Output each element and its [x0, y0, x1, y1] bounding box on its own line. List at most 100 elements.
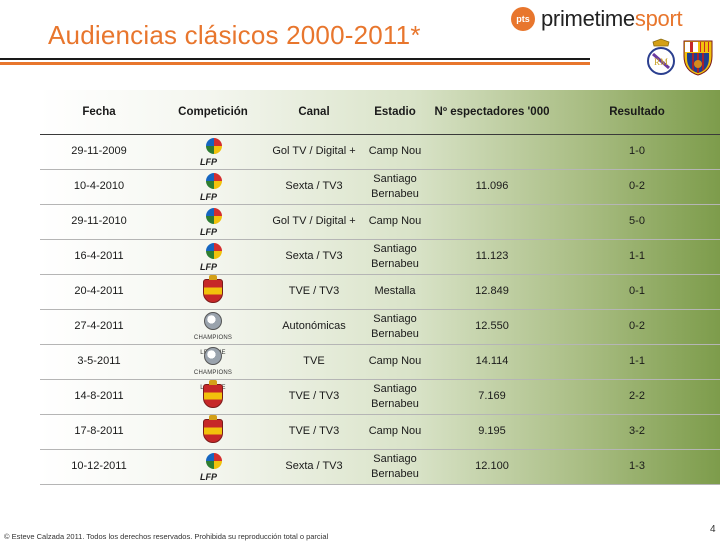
lfp-ball-icon — [206, 242, 222, 259]
table-row: 3-5-2011 CHAMPIONS LEAGUE TVE Camp Nou 14.11… — [40, 344, 720, 391]
cell-canal: Sexta / TV3 — [285, 180, 343, 192]
cell-estadio: Santiago Bernabeu — [371, 382, 419, 410]
cell-fecha: 17-8-2011 — [74, 425, 124, 437]
cell-canal: Gol TV / Digital + — [272, 145, 356, 157]
table-row: 17-8-2011 TVE / TV3 Camp Nou 9.195 3-2 — [40, 414, 720, 449]
rfef-crown-icon — [209, 274, 217, 280]
cell-resultado: 0-2 — [629, 320, 645, 332]
champions-league-logo-icon: CHAMPIONS LEAGUE — [190, 311, 236, 356]
cell-fecha: 10-4-2010 — [73, 180, 125, 192]
cell-estadio: Camp Nou — [368, 425, 422, 437]
slide-header: Audiencias clásicos 2000-2011* pts prime… — [0, 0, 728, 76]
rfef-logo-icon — [199, 379, 227, 412]
real-madrid-crest: RM — [647, 38, 675, 75]
starball-icon — [204, 311, 222, 330]
table-row: 29-11-2009 LFP Gol TV / Digital + Camp Nou 1… — [40, 134, 720, 169]
table-row: 10-12-2011 LFP Sexta / TV3 Santiago Bernabe… — [40, 449, 720, 484]
cell-espectadores — [430, 134, 554, 169]
cell-resultado: 3-2 — [629, 425, 645, 437]
cell-fecha: 29-11-2010 — [71, 215, 127, 227]
rfef-shield-icon — [203, 383, 223, 408]
cell-competicion: CHAMPIONS LEAGUE — [158, 309, 268, 356]
cell-competicion: LFP — [158, 449, 268, 484]
cell-resultado: 1-3 — [629, 460, 645, 472]
cell-competicion: CHAMPIONS LEAGUE — [158, 344, 268, 391]
cell-competicion: LFP — [158, 169, 268, 204]
pts-badge: pts — [511, 7, 535, 31]
header-canal: Canal — [298, 105, 330, 118]
cell-competicion — [158, 414, 268, 449]
cell-estadio: Santiago Bernabeu — [371, 242, 419, 270]
cell-canal: Sexta / TV3 — [285, 250, 343, 262]
table-header-row: Fecha Competición Canal Estadio Nº espec… — [40, 90, 720, 134]
slide-title: Audiencias clásicos 2000-2011* — [48, 20, 421, 50]
cell-estadio: Camp Nou — [368, 355, 422, 367]
lfp-ball-icon — [206, 137, 222, 154]
cell-fecha: 3-5-2011 — [77, 355, 121, 367]
cell-resultado: 1-1 — [629, 355, 645, 367]
lfp-logo-icon: LFP — [199, 241, 227, 273]
header-estadio: Estadio — [374, 105, 416, 118]
page-number: 4 — [710, 524, 716, 535]
cell-resultado: 5-0 — [629, 215, 645, 227]
cell-resultado: 2-2 — [629, 390, 645, 402]
table-row: 14-8-2011 TVE / TV3 Santiago Bernabeu 7.169… — [40, 379, 720, 414]
cell-canal: TVE — [303, 355, 325, 367]
header-competicion: Competición — [178, 105, 248, 118]
rfef-crown-icon — [209, 379, 217, 385]
lfp-logo-icon: LFP — [199, 206, 227, 238]
cell-competicion: LFP — [158, 239, 268, 274]
cell-fecha: 29-11-2009 — [71, 145, 127, 157]
classics-audience-table: Fecha Competición Canal Estadio Nº espec… — [40, 90, 720, 485]
header-fecha: Fecha — [82, 105, 116, 118]
rfef-logo-icon — [199, 414, 227, 447]
header-resultado: Resultado — [609, 105, 665, 118]
copyright-footer: © Esteve Calzada 2011. Todos los derecho… — [4, 532, 329, 541]
cell-espectadores: 12.100 — [475, 460, 509, 472]
header-rule-dark — [0, 58, 590, 60]
cell-estadio: Mestalla — [374, 285, 416, 297]
cell-espectadores: 11.096 — [475, 180, 509, 192]
table-row: 10-4-2010 LFP Sexta / TV3 Santiago Bernabeu… — [40, 169, 720, 204]
brand-wordmark: primetimesport — [541, 6, 683, 32]
cell-competicion — [158, 379, 268, 414]
cell-estadio: Santiago Bernabeu — [371, 452, 419, 480]
cell-espectadores: 11.123 — [475, 250, 509, 262]
cell-espectadores: 14.114 — [475, 355, 509, 367]
lfp-logo-icon: LFP — [199, 171, 227, 203]
cell-competicion: LFP — [158, 134, 268, 169]
champions-league-logo-icon: CHAMPIONS LEAGUE — [190, 346, 236, 391]
rfef-crown-icon — [209, 414, 217, 420]
cell-canal: TVE / TV3 — [288, 390, 340, 402]
cell-resultado: 1-0 — [629, 145, 645, 157]
header-espectadores: Nº espectadores '000 — [434, 105, 550, 118]
cell-fecha: 14-8-2011 — [74, 390, 124, 402]
cell-fecha: 27-4-2011 — [74, 320, 124, 332]
cell-espectadores: 9.195 — [478, 425, 506, 437]
lfp-logo-text: LFP — [200, 191, 217, 202]
cell-fecha: 10-12-2011 — [71, 460, 127, 472]
cell-estadio: Camp Nou — [368, 215, 422, 227]
table-row: 20-4-2011 TVE / TV3 Mestalla 12.849 0-1 — [40, 274, 720, 309]
cell-canal: Gol TV / Digital + — [272, 215, 356, 227]
cell-competicion — [158, 274, 268, 309]
cell-fecha: 16-4-2011 — [74, 250, 124, 262]
cell-canal: TVE / TV3 — [288, 425, 340, 437]
table-row: 16-4-2011 LFP Sexta / TV3 Santiago Bernabeu… — [40, 239, 720, 274]
cell-canal: Sexta / TV3 — [285, 460, 343, 472]
cell-resultado: 0-2 — [629, 180, 645, 192]
lfp-logo-text: LFP — [200, 471, 217, 482]
table-row: 29-11-2010 LFP Gol TV / Digital + Camp Nou 5… — [40, 204, 720, 239]
cell-estadio: Camp Nou — [368, 145, 422, 157]
fc-barcelona-crest — [683, 40, 713, 76]
lfp-logo-text: LFP — [200, 226, 217, 237]
cell-espectadores — [430, 204, 554, 239]
svg-text:RM: RM — [654, 57, 668, 67]
cell-resultado: 1-1 — [629, 250, 645, 262]
cell-canal: TVE / TV3 — [288, 285, 340, 297]
lfp-ball-icon — [206, 172, 222, 189]
cell-canal: Autonómicas — [282, 320, 346, 332]
primetime-sport-logo: pts primetimesport — [511, 5, 683, 33]
rfef-shield-icon — [203, 278, 223, 303]
lfp-logo-text: LFP — [200, 261, 217, 272]
